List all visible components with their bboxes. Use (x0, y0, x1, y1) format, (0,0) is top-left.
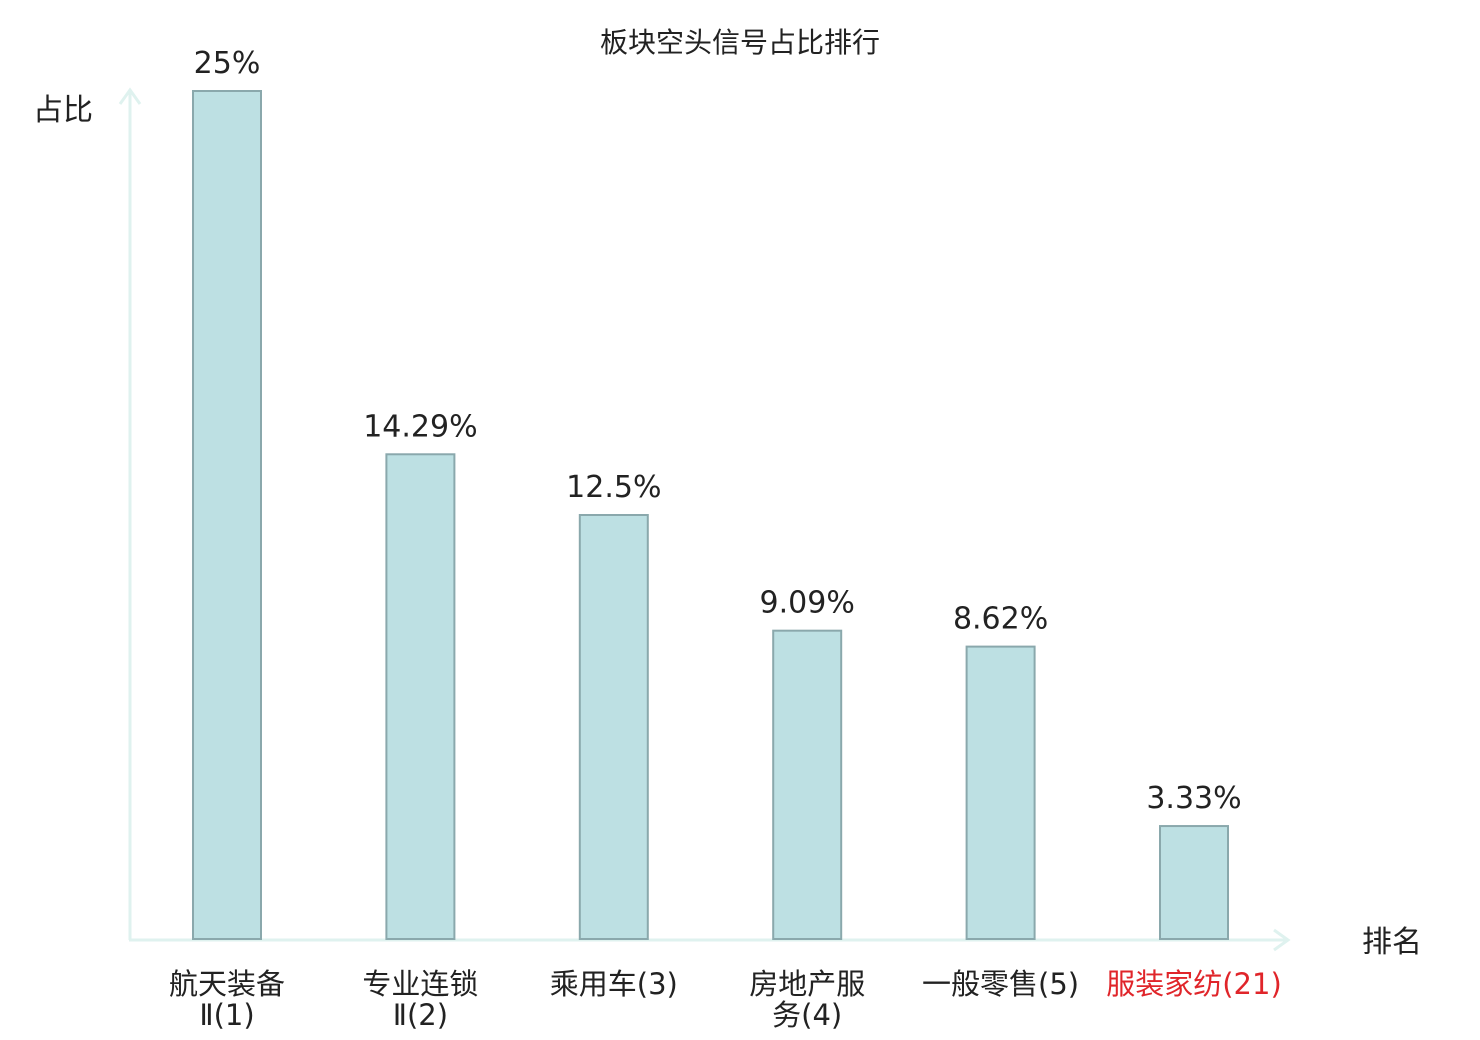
data-label: 9.09% (760, 586, 855, 621)
data-label: 12.5% (566, 470, 661, 505)
x-axis-label: 排名 (1362, 925, 1422, 960)
data-label: 3.33% (1146, 781, 1241, 816)
data-label: 8.62% (953, 602, 1048, 637)
axes (118, 87, 1291, 952)
bar (965, 645, 1036, 941)
x-tick-label: 务(4) (772, 998, 842, 1032)
x-tick-label: 乘用车(3) (550, 967, 678, 1001)
bar (192, 90, 262, 940)
x-tick-label: Ⅱ(1) (199, 998, 254, 1032)
bar (385, 453, 456, 940)
x-tick-label: Ⅱ(2) (393, 998, 448, 1032)
value-labels: 25% 14.29% 12.5% 9.09% 8.62% 3.33% (194, 46, 1242, 816)
x-tick-label: 一般零售(5) (922, 967, 1079, 1001)
data-label: 14.29% (363, 409, 477, 444)
y-axis-arrow (118, 87, 142, 105)
bars (192, 90, 1229, 941)
x-tick-label: 服装家纺(21) (1106, 967, 1282, 1001)
bar (772, 629, 843, 940)
x-axis-arrow (1273, 928, 1291, 952)
x-tick-label: 专业连锁 (362, 967, 478, 1001)
x-tick-label: 房地产服 (749, 967, 865, 1001)
y-axis-label: 占比 (33, 93, 93, 128)
x-tick-label: 航天装备 (169, 967, 285, 1001)
bar (1159, 825, 1229, 940)
chart-title: 板块空头信号占比排行 (600, 26, 880, 59)
data-label: 25% (194, 46, 261, 81)
bar (578, 514, 649, 940)
